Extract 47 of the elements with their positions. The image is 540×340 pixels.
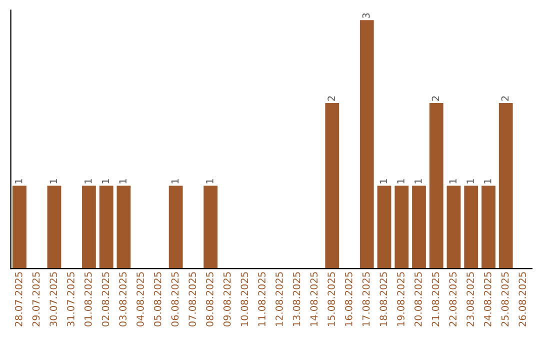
data-label: 1: [50, 179, 57, 184]
x-tick-label: 26.08.2025: [518, 272, 526, 326]
x-tick-label: 24.08.2025: [484, 272, 492, 326]
x-tick-label: 04.08.2025: [136, 272, 144, 326]
x-tick-label: 28.07.2025: [14, 272, 22, 326]
x-tick-label: 11.08.2025: [258, 272, 266, 326]
x-tick-label: 13.08.2025: [292, 272, 300, 326]
x-tick-label: 22.08.2025: [449, 272, 457, 326]
x-tick-label: 05.08.2025: [154, 272, 162, 326]
x-tick-label: 20.08.2025: [414, 272, 422, 326]
x-tick-label: 10.08.2025: [240, 272, 248, 326]
x-tick-label: 16.08.2025: [344, 272, 352, 326]
data-label: 1: [102, 179, 110, 184]
x-tick-label: 25.08.2025: [501, 272, 509, 326]
x-tick-label: 08.08.2025: [206, 272, 214, 326]
data-label: 3: [362, 13, 370, 18]
data-label: 1: [397, 179, 404, 184]
x-tick-label: 06.08.2025: [171, 272, 179, 326]
x-tick-label: 23.08.2025: [466, 272, 474, 326]
data-label: 1: [171, 179, 178, 184]
data-label: 2: [432, 96, 440, 101]
x-tick-label: 09.08.2025: [223, 272, 231, 326]
x-tick-label: 19.08.2025: [397, 272, 404, 326]
data-label: 1: [119, 179, 126, 184]
data-label: 1: [380, 179, 387, 184]
x-tick-label: 12.08.2025: [276, 272, 283, 326]
data-label: 1: [206, 179, 214, 184]
x-tick-label: 03.08.2025: [119, 272, 127, 326]
x-tick-label: 02.08.2025: [102, 272, 110, 326]
data-label: 1: [414, 179, 422, 184]
data-label: 2: [328, 96, 335, 101]
data-label: 1: [484, 179, 492, 184]
x-tick-label: 01.08.2025: [84, 272, 92, 326]
data-label: 1: [15, 179, 22, 184]
x-tick-label: 21.08.2025: [432, 272, 440, 326]
x-tick-label: 31.07.2025: [67, 272, 74, 326]
x-tick-label: 17.08.2025: [362, 272, 370, 326]
x-tick-label: 30.07.2025: [50, 272, 58, 326]
x-tick-label: 15.08.2025: [328, 272, 335, 326]
x-tick-label: 14.08.2025: [310, 272, 318, 326]
data-label: 1: [449, 179, 456, 184]
data-label: 1: [84, 179, 92, 184]
x-tick-label: 07.08.2025: [188, 272, 196, 326]
data-label: 1: [466, 179, 474, 184]
x-tick-label: 29.07.2025: [32, 272, 40, 326]
x-tick-label: 18.08.2025: [380, 272, 388, 326]
data-label: 2: [501, 96, 509, 101]
